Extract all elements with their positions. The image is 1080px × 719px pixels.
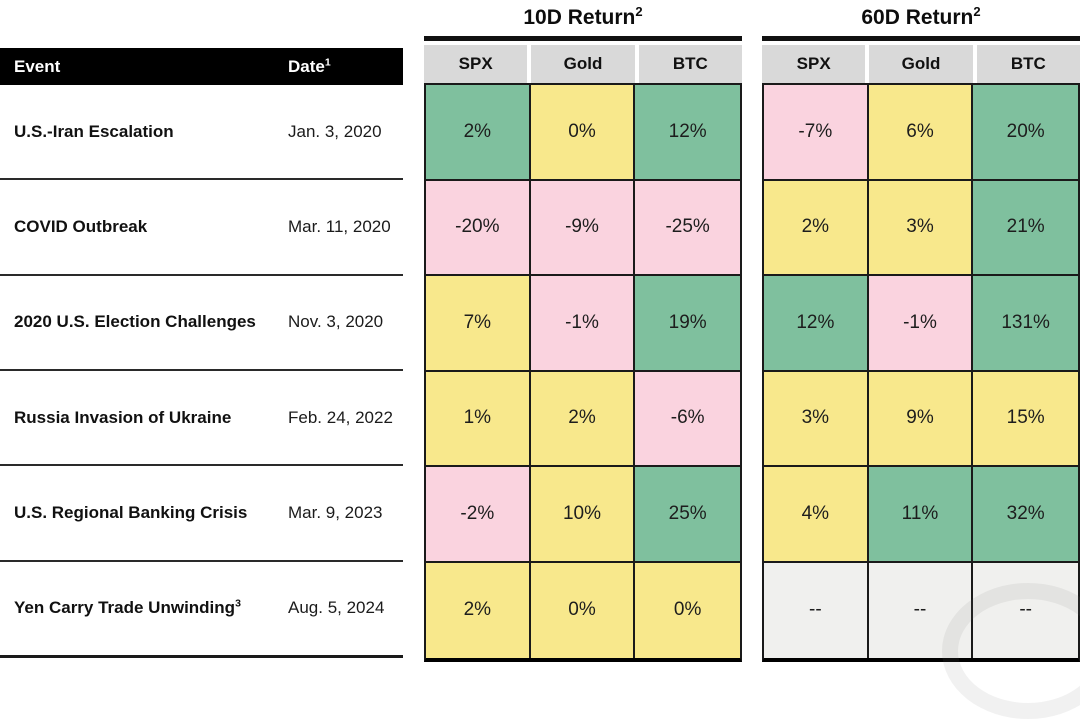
return-cell: -1% xyxy=(530,276,636,372)
return-cell: 0% xyxy=(530,562,636,658)
event-text: Yen Carry Trade Unwinding xyxy=(14,598,236,618)
column-header-spx: SPX xyxy=(762,45,866,83)
date-footnote-marker: 1 xyxy=(324,56,331,69)
return-cell: 2% xyxy=(426,562,531,658)
table-row: Yen Carry Trade Unwinding3 Aug. 5, 2024 xyxy=(0,562,403,658)
event-name: COVID Outbreak xyxy=(14,217,147,237)
returns-section-60d: 60D Return2 SPX Gold BTC -7% 6% 20% 2% 3… xyxy=(762,0,1080,667)
event-text: U.S.-Iran Escalation xyxy=(14,121,174,141)
event-date: Mar. 11, 2020 xyxy=(288,216,391,236)
table-row: COVID Outbreak Mar. 11, 2020 xyxy=(0,180,403,276)
return-cell: 32% xyxy=(973,467,1078,563)
event-name: Yen Carry Trade Unwinding3 xyxy=(14,598,241,618)
section-footnote-marker: 2 xyxy=(635,4,643,19)
event-date-table: Event Date1 U.S.-Iran Escalation Jan. 3,… xyxy=(0,0,403,667)
event-name: U.S. Regional Banking Crisis xyxy=(14,503,247,523)
event-name: U.S.-Iran Escalation xyxy=(14,122,174,142)
return-cell: 0% xyxy=(530,85,636,181)
return-cell: -25% xyxy=(635,180,740,276)
returns-section-10d: 10D Return2 SPX Gold BTC 2% 0% 12% -20% … xyxy=(424,0,742,667)
table-row: U.S. Regional Banking Crisis Mar. 9, 202… xyxy=(0,466,403,562)
section-title-10d: 10D Return2 xyxy=(424,2,742,34)
event-name: 2020 U.S. Election Challenges xyxy=(14,312,256,332)
column-header-spx: SPX xyxy=(424,45,528,83)
event-text: Russia Invasion of Ukraine xyxy=(14,407,232,427)
return-cell: 21% xyxy=(973,180,1078,276)
table-row: Russia Invasion of Ukraine Feb. 24, 2022 xyxy=(0,371,403,467)
event-table-header: Event Date1 xyxy=(0,48,403,85)
return-cell: -6% xyxy=(635,371,740,467)
section-title-text: 60D Return xyxy=(861,6,974,29)
date-header-text: Date xyxy=(288,57,325,76)
return-cell: 15% xyxy=(973,371,1078,467)
returns-grid-60d: -7% 6% 20% 2% 3% 21% 12% -1% 131% 3% 9% … xyxy=(762,83,1080,662)
return-cell: 19% xyxy=(635,276,740,372)
return-cell: -7% xyxy=(764,85,869,181)
title-underline xyxy=(762,36,1080,41)
return-cell: 2% xyxy=(530,371,636,467)
return-cell: 20% xyxy=(973,85,1078,181)
event-text: 2020 U.S. Election Challenges xyxy=(14,312,256,332)
section-footnote-marker: 2 xyxy=(973,4,981,19)
return-cell: 9% xyxy=(868,371,974,467)
event-date: Jan. 3, 2020 xyxy=(288,121,382,141)
return-cell: 10% xyxy=(530,467,636,563)
return-cell: 6% xyxy=(868,85,974,181)
event-date: Feb. 24, 2022 xyxy=(288,407,393,427)
return-cell: 3% xyxy=(868,180,974,276)
column-header-btc: BTC xyxy=(638,45,742,83)
return-cell: 131% xyxy=(973,276,1078,372)
table-row: 2020 U.S. Election Challenges Nov. 3, 20… xyxy=(0,276,403,371)
return-cell: 2% xyxy=(764,180,869,276)
event-text: U.S. Regional Banking Crisis xyxy=(14,502,248,522)
return-cell: -2% xyxy=(426,467,531,563)
event-rows: U.S.-Iran Escalation Jan. 3, 2020 COVID … xyxy=(0,85,403,658)
return-cell: 12% xyxy=(764,276,869,372)
event-date: Nov. 3, 2020 xyxy=(288,312,384,332)
event-column-header: Event xyxy=(14,57,61,76)
date-column-header: Date1 xyxy=(288,48,331,85)
return-cell: 1% xyxy=(426,371,531,467)
return-cell: 3% xyxy=(764,371,869,467)
return-cell: 25% xyxy=(635,467,740,563)
column-header-gold: Gold xyxy=(869,45,973,83)
column-headers-60d: SPX Gold BTC xyxy=(762,45,1080,83)
table-row: U.S.-Iran Escalation Jan. 3, 2020 xyxy=(0,85,403,181)
column-header-btc: BTC xyxy=(976,45,1080,83)
return-cell: 12% xyxy=(635,85,740,181)
return-cell: 2% xyxy=(426,85,531,181)
column-header-gold: Gold xyxy=(531,45,635,83)
return-cell: 7% xyxy=(426,276,531,372)
column-headers-10d: SPX Gold BTC xyxy=(424,45,742,83)
return-cell: -9% xyxy=(530,180,636,276)
return-cell: -- xyxy=(764,562,869,658)
event-date: Mar. 9, 2023 xyxy=(288,502,383,522)
returns-grid-10d: 2% 0% 12% -20% -9% -25% 7% -1% 19% 1% 2%… xyxy=(424,83,742,662)
return-cell: -20% xyxy=(426,180,531,276)
return-cell: 4% xyxy=(764,467,869,563)
event-date: Aug. 5, 2024 xyxy=(288,598,385,618)
section-title-60d: 60D Return2 xyxy=(762,2,1080,34)
return-cell: -1% xyxy=(868,276,974,372)
return-cell: 0% xyxy=(635,562,740,658)
title-underline xyxy=(424,36,742,41)
return-cell: 11% xyxy=(868,467,974,563)
event-name: Russia Invasion of Ukraine xyxy=(14,408,231,428)
event-text: COVID Outbreak xyxy=(14,216,148,236)
section-title-text: 10D Return xyxy=(523,6,636,29)
event-footnote-marker: 3 xyxy=(235,597,241,610)
